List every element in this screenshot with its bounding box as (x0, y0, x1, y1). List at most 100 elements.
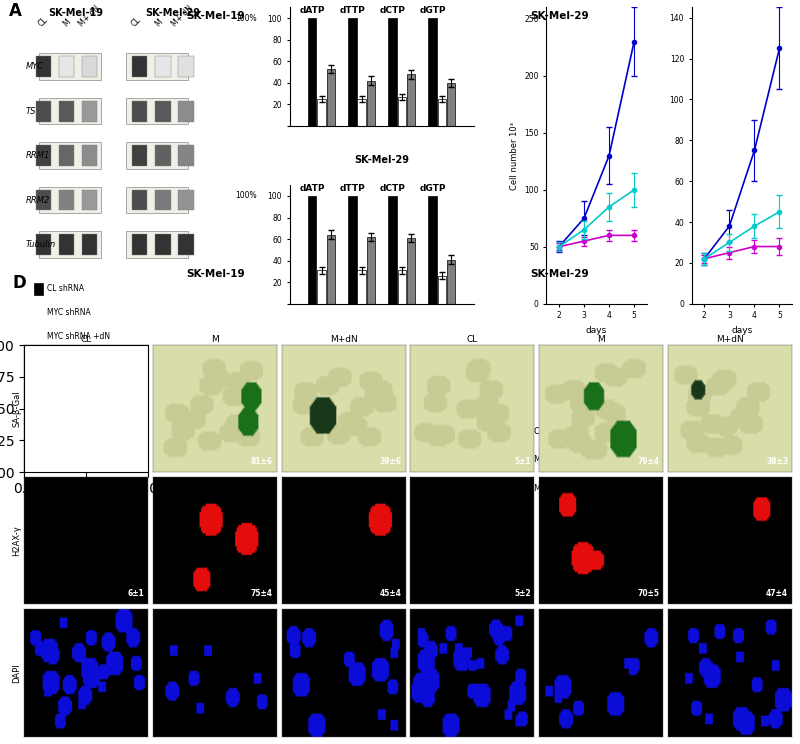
Bar (35, 234, 51, 255)
Bar (34, 330, 43, 342)
Bar (438, 276, 446, 304)
Bar (428, 18, 437, 126)
Text: M: M (154, 17, 165, 28)
Text: 5±1: 5±1 (514, 457, 530, 466)
Text: dTTP: dTTP (339, 184, 366, 193)
Bar (126, 231, 188, 258)
Text: M+ dN: M+ dN (78, 4, 102, 28)
Title: SK-Mel-19: SK-Mel-19 (569, 0, 624, 1)
Bar (367, 237, 375, 304)
Text: 75±4: 75±4 (251, 589, 273, 598)
Text: dGTP: dGTP (419, 184, 446, 193)
Bar (35, 57, 51, 77)
Text: Tubulin: Tubulin (26, 240, 56, 249)
Bar (308, 18, 317, 126)
Bar (348, 196, 357, 304)
Bar (178, 190, 194, 211)
Text: dTTP: dTTP (339, 6, 366, 15)
Bar (407, 74, 415, 126)
Bar (178, 100, 194, 121)
Bar (318, 270, 326, 304)
Bar (126, 187, 188, 214)
Text: SK-Mel-29: SK-Mel-29 (530, 269, 590, 279)
Text: TS: TS (26, 106, 37, 115)
X-axis label: days: days (586, 326, 607, 335)
Bar (407, 238, 415, 304)
Bar (35, 190, 51, 211)
Y-axis label: Cell number 10³: Cell number 10³ (510, 121, 518, 190)
Y-axis label: H2AX-γ: H2AX-γ (12, 525, 22, 557)
Text: MYC shRNA: MYC shRNA (534, 455, 582, 464)
Text: 5±2: 5±2 (514, 589, 530, 598)
Bar (35, 145, 51, 166)
Text: CL: CL (130, 15, 142, 28)
Bar (428, 196, 437, 304)
Title: M+dN: M+dN (716, 336, 744, 344)
Text: SK-Mel-19: SK-Mel-19 (186, 11, 246, 21)
Bar (39, 54, 101, 80)
Bar (178, 145, 194, 166)
Bar (398, 97, 406, 126)
Text: 45±4: 45±4 (380, 589, 402, 598)
Bar (82, 145, 98, 166)
Bar (58, 100, 74, 121)
Text: 6±1: 6±1 (127, 589, 144, 598)
Bar (348, 18, 357, 126)
Text: RRM2: RRM2 (26, 196, 50, 205)
Bar (126, 97, 188, 124)
Text: M: M (61, 17, 72, 28)
Title: CL: CL (466, 336, 478, 344)
Y-axis label: DAPI: DAPI (12, 663, 22, 683)
Bar (39, 97, 101, 124)
Text: SK-Mel-19: SK-Mel-19 (49, 8, 103, 19)
Text: MYC shRNA: MYC shRNA (47, 308, 91, 317)
Bar (58, 190, 74, 211)
Text: 100%: 100% (235, 191, 257, 200)
Bar (358, 99, 366, 126)
Bar (438, 99, 446, 126)
Bar (39, 231, 101, 258)
Text: SK-Mel-29: SK-Mel-29 (145, 8, 200, 19)
Text: dGTP: dGTP (419, 6, 446, 15)
Bar (132, 145, 147, 166)
Text: MYC: MYC (26, 62, 44, 71)
Bar (58, 57, 74, 77)
Bar (132, 234, 147, 255)
Bar (388, 196, 397, 304)
Text: dATP: dATP (299, 6, 325, 15)
Bar (82, 100, 98, 121)
Bar (326, 69, 335, 126)
Text: 39±6: 39±6 (380, 457, 402, 466)
Title: SK-Mel-29: SK-Mel-29 (714, 0, 770, 1)
Bar (398, 270, 406, 304)
Bar (155, 190, 170, 211)
Bar (447, 83, 455, 126)
Title: CL: CL (80, 336, 91, 344)
Bar (178, 234, 194, 255)
X-axis label: days: days (731, 326, 753, 335)
Bar (35, 100, 51, 121)
Title: SK-Mel-29: SK-Mel-29 (354, 155, 409, 165)
Title: M+dN: M+dN (330, 336, 358, 344)
Bar (326, 235, 335, 304)
Text: CL shRNA: CL shRNA (534, 427, 575, 436)
Bar (39, 142, 101, 169)
Title: M: M (598, 336, 605, 344)
Text: 100%: 100% (235, 13, 257, 23)
Title: M: M (211, 336, 218, 344)
Bar (155, 234, 170, 255)
Text: dCTP: dCTP (379, 6, 406, 15)
Bar (39, 187, 101, 214)
Text: dATP: dATP (299, 184, 325, 193)
Bar (34, 307, 43, 318)
Bar (367, 80, 375, 126)
Bar (132, 190, 147, 211)
Bar (82, 190, 98, 211)
Bar (126, 54, 188, 80)
Bar (318, 99, 326, 126)
Text: A: A (9, 1, 22, 19)
Text: MYC shRNA +dN: MYC shRNA +dN (47, 332, 110, 341)
Bar (34, 283, 43, 295)
Text: D: D (12, 274, 26, 292)
Text: 81±6: 81±6 (251, 457, 273, 466)
